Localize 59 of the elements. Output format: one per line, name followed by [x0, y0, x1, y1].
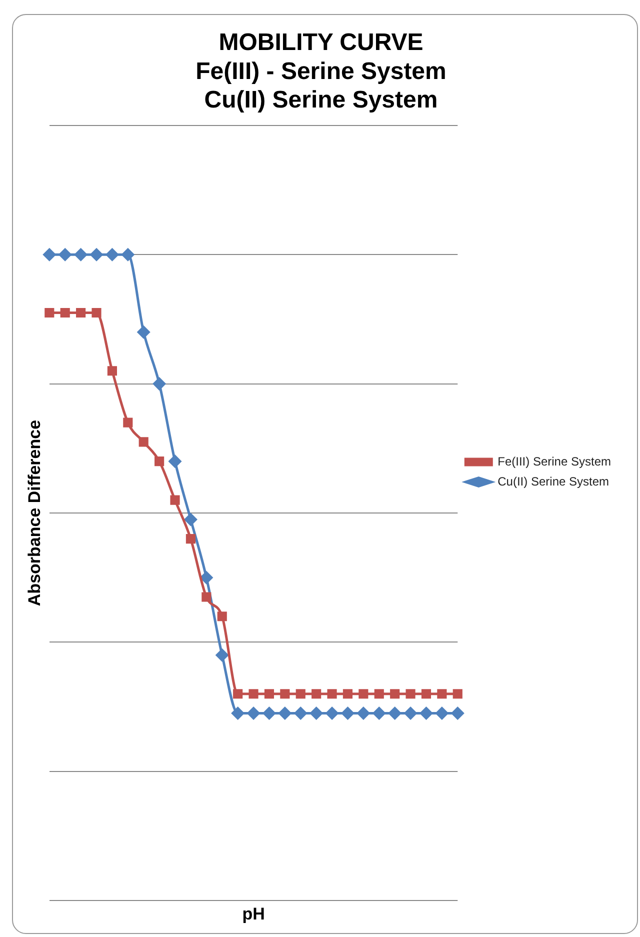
point: [342, 689, 353, 699]
point: [122, 248, 134, 261]
point: [312, 689, 322, 699]
point: [357, 707, 370, 720]
point: [90, 248, 103, 261]
point: [106, 248, 118, 261]
point: [76, 308, 86, 318]
point: [374, 689, 384, 699]
point: [107, 366, 117, 376]
point: [138, 437, 148, 447]
point: [200, 571, 213, 584]
y-axis-title: Absorbance Difference: [24, 420, 44, 606]
point: [278, 707, 292, 720]
point: [420, 707, 432, 720]
point: [327, 689, 337, 699]
point: [233, 689, 243, 699]
point: [154, 456, 164, 466]
point: [232, 707, 244, 720]
point: [74, 248, 88, 261]
point: [43, 248, 56, 261]
point: [248, 689, 258, 699]
point: [216, 648, 228, 662]
point: [202, 592, 212, 602]
chart-title: MOBILITY CURVE Fe(III) - Serine System Cu(II) Serine System: [196, 29, 446, 114]
point: [421, 689, 432, 699]
point: [372, 707, 386, 720]
point: [247, 707, 260, 720]
point: [358, 689, 368, 699]
x-axis-title: pH: [242, 904, 265, 924]
point: [137, 326, 150, 338]
point: [186, 534, 196, 544]
point: [406, 689, 416, 699]
point: [217, 612, 227, 622]
point: [264, 689, 274, 699]
legend-label: Fe(III) Serine System: [498, 454, 612, 468]
point: [153, 378, 166, 390]
point: [58, 248, 72, 261]
point: [388, 707, 402, 720]
point: [341, 707, 354, 720]
point: [326, 707, 338, 720]
point: [170, 495, 180, 505]
point: [452, 689, 462, 699]
point: [280, 689, 290, 699]
point: [123, 418, 133, 428]
point: [390, 689, 400, 699]
point: [60, 308, 70, 318]
point: [451, 707, 464, 720]
point: [436, 707, 448, 720]
point: [310, 707, 323, 720]
point: [44, 308, 54, 318]
point: [294, 707, 307, 720]
point: [168, 455, 182, 468]
point: [404, 707, 417, 720]
point: [184, 513, 197, 526]
legend-label: Cu(II) Serine System: [498, 474, 610, 488]
point: [437, 689, 447, 699]
point: [262, 707, 276, 720]
point: [296, 689, 306, 699]
point: [92, 308, 102, 318]
